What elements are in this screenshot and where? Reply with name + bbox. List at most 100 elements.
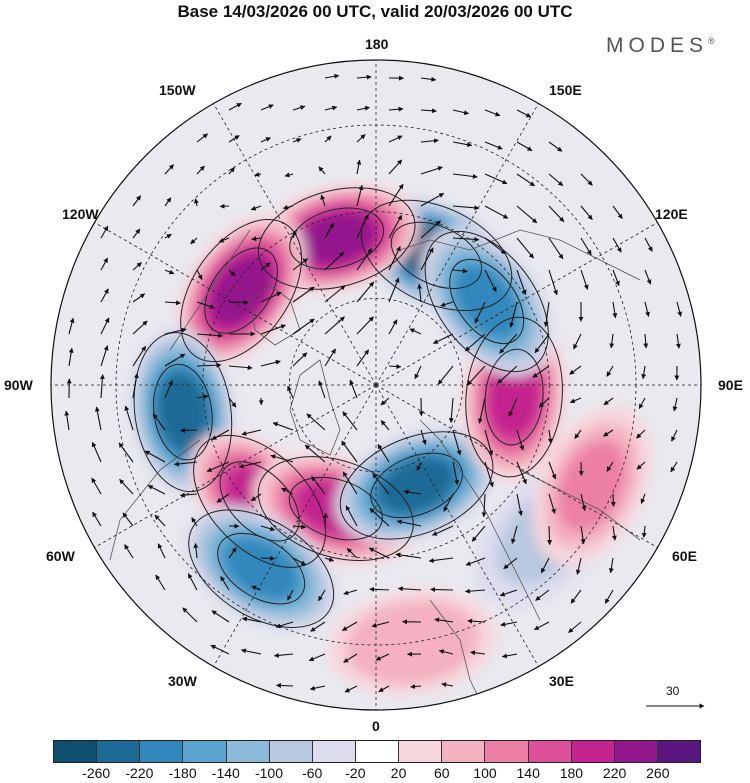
wind-vector-arrow (574, 429, 582, 439)
wind-vector-arrow (548, 141, 563, 152)
meridian-line (94, 384, 377, 548)
wind-vector-arrow (432, 525, 454, 536)
wind-vector-arrow (346, 548, 358, 559)
wind-vector-arrow (548, 461, 557, 480)
wind-vector-arrow (228, 269, 236, 277)
colorbar-swatch (485, 741, 529, 762)
wind-vector-arrow (260, 525, 276, 532)
wind-vector-arrow (196, 362, 222, 368)
wind-vector-arrow (356, 105, 370, 111)
coastline-segment (519, 469, 641, 541)
wind-vector-arrow (251, 585, 262, 591)
wind-vector-arrow (324, 285, 346, 303)
wind-vector-arrow (510, 525, 518, 544)
wind-vector-arrow (152, 413, 166, 431)
colorbar-tick-label: 20 (390, 765, 407, 781)
coastline-segment (249, 284, 301, 346)
wind-vector-arrow (608, 557, 614, 574)
wind-vector-arrow (465, 557, 486, 566)
wind-vector-arrow (310, 621, 326, 632)
wind-vector-arrow (516, 269, 527, 295)
anomaly-contour-band (454, 265, 520, 338)
height-contour-line (370, 452, 463, 519)
wind-vector-arrow (395, 552, 422, 559)
wind-vector-arrow (641, 525, 647, 538)
wind-vector-arrow (368, 547, 390, 559)
wind-vector-arrow (343, 589, 358, 596)
wind-vector-arrow (477, 397, 486, 424)
wind-vector-arrow (356, 281, 375, 303)
wind-vector-arrow (356, 184, 364, 207)
wind-vector-arrow (672, 397, 678, 412)
wind-vector-arrow (276, 683, 294, 688)
wind-vector-arrow (434, 617, 454, 623)
wind-vector-arrow (440, 301, 454, 307)
wind-vector-arrow (606, 365, 614, 377)
wind-vector-arrow (100, 317, 110, 335)
wind-vector-arrow (292, 524, 307, 530)
wind-vector-arrow (309, 685, 326, 691)
wind-vector-arrow (324, 222, 335, 239)
wind-vector-arrow (403, 489, 422, 495)
wind-vector-arrow (196, 133, 208, 143)
wind-vector-arrow (349, 379, 358, 399)
colorbar-tick-label: 60 (434, 765, 450, 781)
wind-vector-arrow (369, 586, 390, 592)
wind-vector-arrow (443, 493, 454, 512)
wind-vector-arrow (543, 301, 550, 328)
wind-vector-arrow (388, 246, 401, 271)
wind-vector-arrow (342, 471, 358, 495)
wind-vector-arrow (410, 684, 422, 690)
wind-vector-arrow (471, 525, 486, 542)
meridian-line (94, 222, 377, 386)
wind-vector-arrow (132, 228, 141, 239)
wind-vector-arrow (241, 616, 262, 623)
wind-vector-arrow (380, 397, 390, 406)
wind-vector-arrow (164, 380, 173, 399)
wind-vector-arrow (388, 319, 398, 335)
height-contour-line (360, 199, 513, 311)
wind-vector-arrow (516, 461, 527, 485)
wind-vector-arrow (670, 461, 678, 473)
height-contour-line (257, 456, 414, 562)
wind-vector-arrow (282, 204, 294, 210)
wind-vector-arrow (388, 106, 404, 112)
brand-name: MODES (606, 34, 709, 57)
wind-vector-arrow (676, 301, 683, 317)
wind-vector-arrow (254, 172, 262, 177)
wind-vector-arrow (260, 104, 274, 111)
wind-vector-arrow (275, 621, 294, 629)
wind-vector-arrow (409, 328, 422, 335)
colorbar-tick-label: -60 (302, 765, 323, 781)
wind-vector-arrow (569, 365, 582, 375)
wind-vector-arrow (547, 525, 553, 546)
wind-vector-arrow (516, 493, 523, 516)
wind-vector-arrow (603, 397, 614, 406)
wind-vector-arrow (420, 108, 437, 114)
wind-vector-arrow (481, 493, 487, 518)
wind-vector-arrow (568, 621, 582, 633)
wind-vector-arrow (311, 475, 326, 495)
wind-vector-arrow (452, 236, 480, 242)
wind-vector-arrow (251, 236, 262, 242)
wind-vector-arrow (484, 109, 501, 117)
wind-vector-arrow (516, 109, 532, 118)
height-contour-line (390, 221, 483, 289)
wind-vector-arrow (538, 397, 550, 408)
wind-vector-arrow (132, 345, 147, 367)
wind-vector-arrow (164, 269, 175, 275)
label-lon-30w: 30W (168, 673, 197, 689)
wind-vector-arrow (548, 205, 565, 223)
wind-vector-arrow (119, 479, 134, 495)
colorbar-tick-label: 100 (473, 765, 497, 781)
wind-vector-arrow (191, 517, 198, 527)
wind-vector-arrow (516, 173, 536, 187)
wind-vector-arrow (341, 440, 358, 463)
height-contour-line (449, 258, 525, 345)
wind-vector-arrow (164, 327, 187, 335)
anomaly-contour-band (223, 537, 299, 600)
wind-vector-arrow (324, 135, 332, 143)
wind-vector-arrow (173, 461, 198, 467)
wind-vector-arrow (250, 205, 262, 211)
wind-vector-arrow (287, 589, 294, 601)
